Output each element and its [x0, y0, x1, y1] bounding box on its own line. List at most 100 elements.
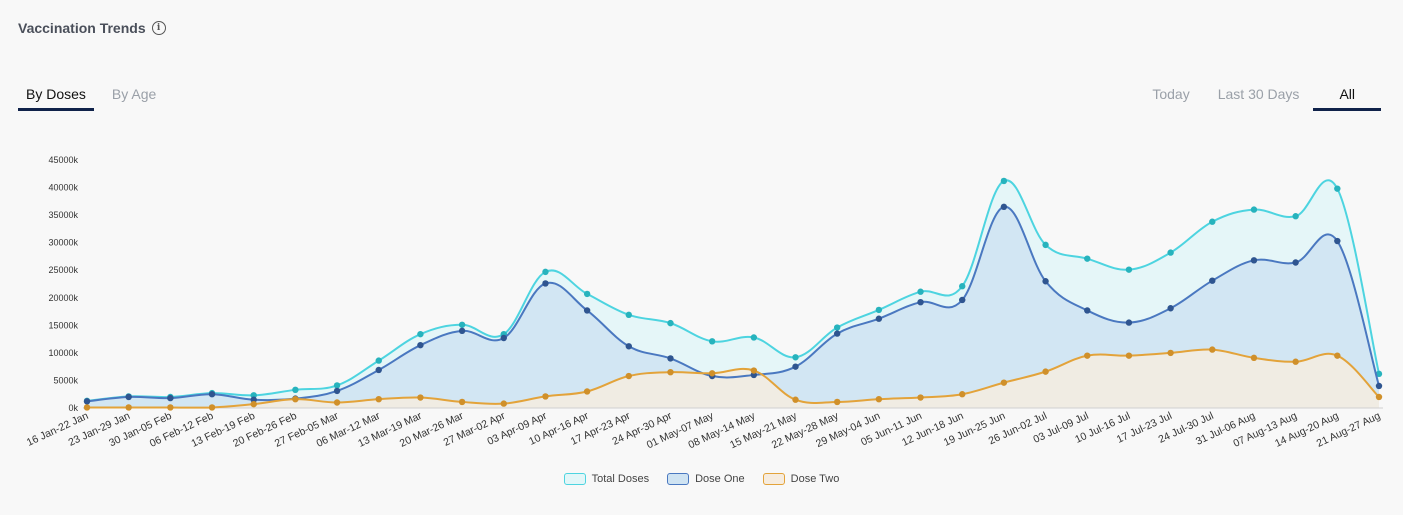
point-total-doses — [1292, 213, 1299, 220]
point-dose-one — [375, 366, 382, 374]
point-dose-two — [542, 393, 549, 400]
y-tick-label: 15000k — [48, 320, 78, 330]
point-dose-one — [583, 307, 591, 314]
point-dose-two — [833, 398, 841, 406]
point-dose-one — [917, 298, 924, 306]
point-total-doses — [667, 319, 674, 327]
point-dose-one — [333, 387, 341, 395]
point-dose-one — [1042, 278, 1049, 285]
page-title-text: Vaccination Trends — [18, 20, 146, 36]
y-tick-label: 30000k — [48, 238, 78, 248]
point-dose-two — [1375, 393, 1383, 401]
point-dose-one — [1000, 203, 1008, 211]
point-dose-one — [625, 343, 633, 350]
point-dose-two — [917, 394, 924, 401]
point-total-doses — [875, 306, 883, 314]
point-dose-two — [417, 394, 424, 401]
y-tick-label: 40000k — [48, 183, 78, 193]
point-total-doses — [959, 283, 966, 290]
point-dose-two — [750, 367, 758, 374]
point-dose-two — [125, 404, 132, 411]
y-tick-label: 35000k — [48, 210, 78, 220]
point-dose-one — [208, 391, 216, 398]
point-total-doses — [1000, 177, 1008, 185]
point-dose-one — [750, 371, 758, 379]
y-tick-label: 20000k — [48, 293, 78, 303]
tab-by-doses[interactable]: By Doses — [18, 84, 94, 111]
point-dose-two — [1042, 368, 1049, 375]
point-dose-two — [292, 395, 299, 403]
point-dose-two — [1084, 352, 1091, 359]
legend-item-dose-one[interactable]: Dose One — [667, 473, 745, 485]
point-dose-two — [500, 400, 507, 407]
legend-swatch-total-doses — [563, 473, 586, 485]
point-dose-two — [1000, 379, 1008, 386]
legend-label-dose-two: Dose Two — [790, 473, 840, 485]
point-dose-one — [959, 296, 966, 304]
range-tabs: Today Last 30 Days All — [1138, 84, 1381, 111]
point-dose-two — [250, 400, 257, 408]
point-dose-two — [1125, 352, 1133, 359]
view-tabs: By Doses By Age — [18, 84, 174, 111]
point-dose-one — [1084, 307, 1091, 314]
point-dose-one — [417, 341, 424, 349]
point-dose-two — [667, 368, 674, 376]
point-dose-two — [1167, 349, 1174, 357]
point-dose-one — [1375, 382, 1383, 390]
page-title: Vaccination Trends i — [18, 20, 166, 36]
point-total-doses — [792, 354, 799, 361]
point-dose-two — [208, 404, 216, 411]
point-dose-two — [375, 395, 382, 403]
point-total-doses — [417, 330, 424, 338]
point-dose-two — [1209, 346, 1216, 353]
point-total-doses — [292, 386, 299, 394]
tab-last-30-days[interactable]: Last 30 Days — [1217, 86, 1300, 102]
legend-swatch-dose-two — [762, 473, 785, 485]
point-total-doses — [542, 268, 549, 276]
legend-item-dose-two[interactable]: Dose Two — [762, 473, 840, 485]
point-dose-two — [875, 395, 883, 403]
point-dose-two — [1334, 352, 1341, 359]
y-tick-label: 25000k — [48, 265, 78, 275]
area-dose-one — [87, 206, 1379, 408]
y-tick-label: 0k — [68, 403, 78, 413]
point-dose-one — [125, 393, 132, 401]
point-total-doses — [1334, 185, 1341, 192]
point-total-doses — [625, 311, 633, 319]
legend-label-dose-one: Dose One — [695, 473, 745, 485]
legend-item-total-doses[interactable]: Total Doses — [563, 473, 650, 485]
tab-all[interactable]: All — [1313, 84, 1381, 111]
info-icon[interactable]: i — [151, 21, 166, 35]
point-dose-one — [1250, 257, 1258, 264]
tab-today[interactable]: Today — [1152, 86, 1190, 102]
point-dose-one — [667, 355, 674, 362]
point-dose-one — [542, 280, 549, 287]
point-dose-two — [167, 404, 174, 411]
point-total-doses — [333, 382, 341, 389]
point-dose-two — [1292, 358, 1299, 365]
point-total-doses — [375, 357, 382, 364]
legend-label-total-doses: Total Doses — [591, 473, 650, 485]
point-dose-two — [708, 370, 716, 377]
point-total-doses — [1125, 266, 1133, 273]
point-total-doses — [458, 321, 466, 328]
point-dose-two — [792, 396, 799, 403]
point-dose-one — [875, 315, 883, 322]
point-dose-one — [833, 330, 841, 337]
y-tick-label: 10000k — [48, 348, 78, 358]
point-dose-one — [1125, 319, 1133, 326]
legend-swatch-dose-one — [667, 473, 690, 485]
tab-by-age[interactable]: By Age — [111, 86, 157, 102]
point-dose-two — [458, 398, 466, 406]
point-total-doses — [1042, 241, 1049, 249]
point-dose-one — [1334, 237, 1341, 245]
point-dose-two — [583, 388, 591, 395]
point-dose-two — [333, 399, 341, 406]
line-dose-two — [87, 348, 1380, 409]
point-total-doses — [833, 324, 841, 331]
point-dose-one — [458, 327, 466, 335]
point-dose-one — [167, 394, 174, 402]
point-dose-one — [1292, 259, 1299, 266]
point-total-doses — [1375, 370, 1383, 378]
chart-legend: Total Doses Dose One Dose Two — [0, 473, 1403, 485]
